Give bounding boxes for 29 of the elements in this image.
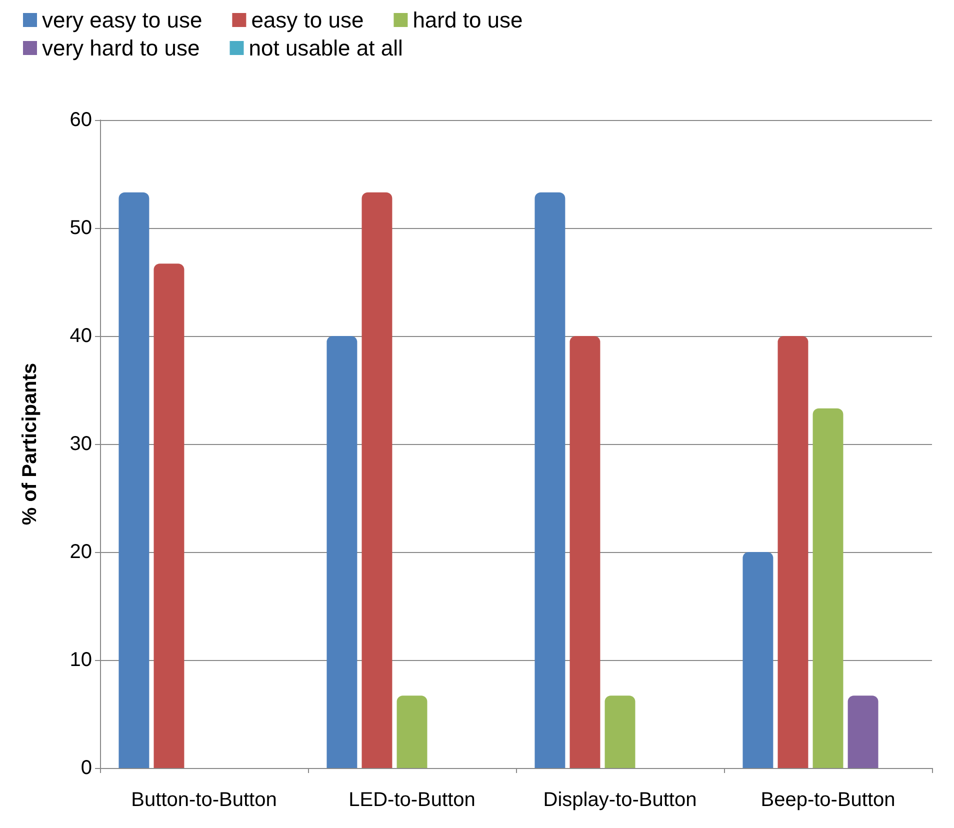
y-tick-label: 40 [70,325,92,347]
bar [534,192,566,768]
y-tick-label: 20 [70,541,92,563]
bar [848,696,878,768]
x-tick-label: Beep-to-Button [760,789,896,811]
bar [812,408,844,768]
legend-label: not usable at all [248,36,403,60]
bar [742,552,774,768]
bar [778,336,808,768]
x-tick-label: Button-to-Button [131,789,277,811]
y-tick-label: 0 [80,757,92,779]
legend-label: very hard to use [42,36,200,60]
x-tick-label: Display-to-Button [543,789,697,811]
y-axis-title: % of Participants [19,362,41,526]
bar [154,264,184,768]
y-tick-label: 30 [70,433,92,455]
bar [604,696,636,768]
y-tick-label: 60 [70,109,92,131]
x-tick-label: LED-to-Button [348,789,476,811]
legend-label: hard to use [412,8,523,32]
bar [326,336,358,768]
legend-label: easy to use [251,8,364,32]
bar [570,336,600,768]
y-tick-label: 10 [70,649,92,671]
bar [118,192,150,768]
y-tick-label: 50 [70,217,92,239]
legend-label: very easy to use [42,8,202,32]
bar [396,696,428,768]
bar [362,192,392,768]
